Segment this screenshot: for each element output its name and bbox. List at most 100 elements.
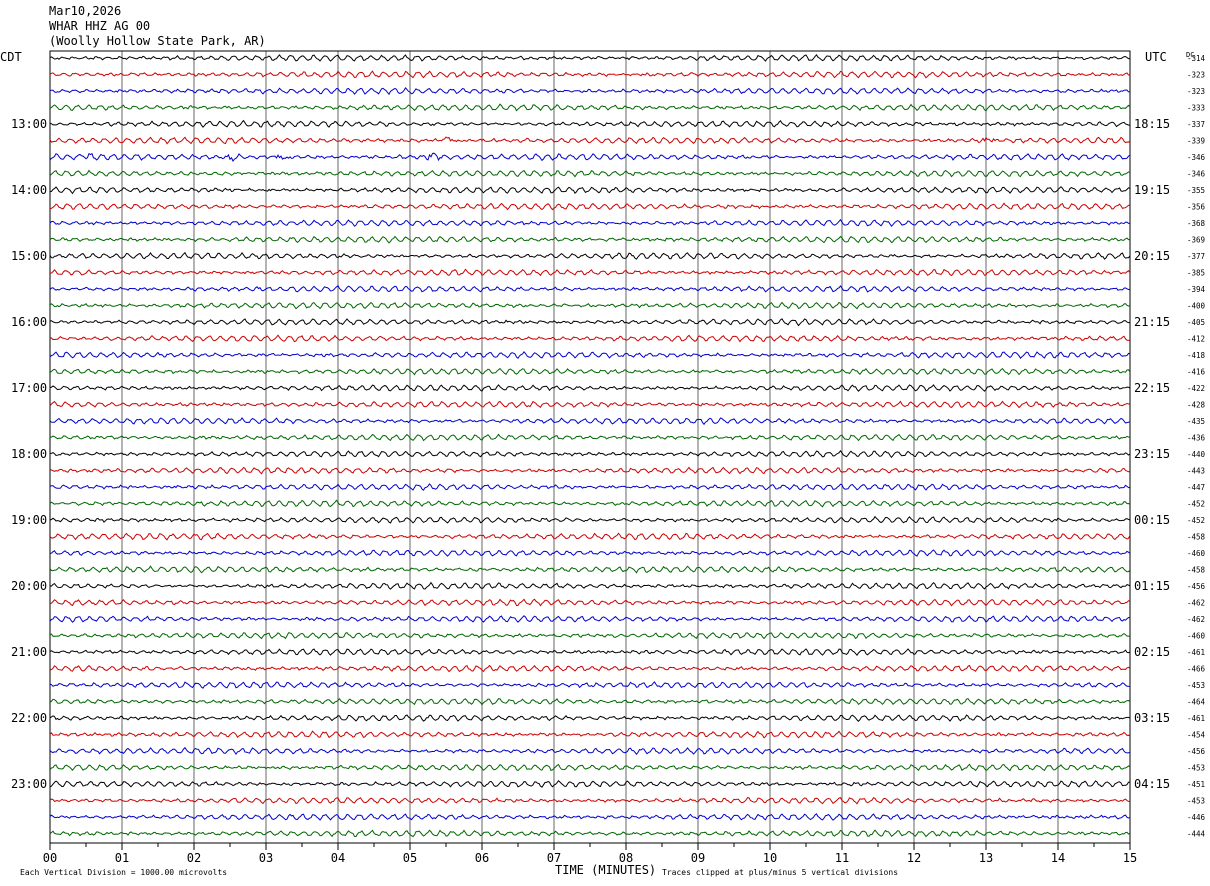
seismic-trace (49, 466, 1131, 475)
dc-offset-label: -368 (1187, 219, 1206, 228)
dc-offset-label: -444 (1187, 830, 1206, 839)
cdt-hour-label: 18:00 (11, 447, 47, 461)
x-tick-label: 06 (475, 851, 489, 865)
seismic-trace (49, 483, 1131, 491)
seismic-trace (49, 532, 1131, 541)
utc-hour-label: 00:15 (1134, 513, 1170, 527)
dc-offset-label: -452 (1187, 516, 1205, 525)
dc-offset-label: -339 (1187, 137, 1205, 146)
dc-offset-label: -412 (1187, 335, 1205, 344)
dc-offset-label: -464 (1187, 698, 1206, 707)
dc-offset-label: -453 (1187, 797, 1205, 806)
seismic-trace (49, 664, 1131, 673)
seismic-trace (49, 87, 1131, 96)
scale-note: Each Vertical Division = 1000.00 microvo… (20, 868, 227, 877)
seismic-trace (49, 648, 1131, 657)
dc-offset-label: -453 (1187, 681, 1205, 690)
x-tick-label: 15 (1123, 851, 1137, 865)
seismic-trace (49, 763, 1131, 772)
seismic-trace (49, 318, 1130, 327)
seismic-trace (49, 499, 1131, 508)
x-tick-label: 04 (331, 851, 345, 865)
x-tick-label: 13 (979, 851, 993, 865)
seismic-trace (49, 615, 1131, 623)
dc-offset-label: -435 (1187, 417, 1205, 426)
dc-offset-label: -443 (1187, 467, 1205, 476)
dc-offset-label: -462 (1187, 615, 1205, 624)
dc-offset-label: -422 (1187, 384, 1205, 393)
dc-offset-label: -460 (1187, 549, 1206, 558)
seismic-trace (49, 598, 1131, 607)
x-tick-label: 05 (403, 851, 417, 865)
dc-offset-label: -377 (1187, 252, 1205, 261)
dc-offset-label: -446 (1187, 813, 1206, 822)
utc-hour-label: 22:15 (1134, 381, 1170, 395)
cdt-hour-label: 19:00 (11, 513, 47, 527)
dc-offset-label: -323 (1187, 87, 1205, 96)
dc-offset-label: -440 (1187, 450, 1206, 459)
seismic-trace (49, 565, 1131, 574)
x-tick-label: 10 (763, 851, 777, 865)
seismic-trace (49, 301, 1131, 310)
seismic-trace (49, 714, 1131, 723)
x-axis-title: TIME (MINUTES) (555, 863, 656, 877)
x-tick-label: 03 (259, 851, 273, 865)
utc-hour-label: 18:15 (1134, 117, 1170, 131)
seismic-trace (49, 746, 1131, 755)
dc-offset-label: -452 (1187, 500, 1205, 509)
seismic-trace (49, 268, 1131, 277)
x-tick-label: 08 (619, 851, 633, 865)
utc-hour-label: 02:15 (1134, 645, 1170, 659)
station-location: (Woolly Hollow State Park, AR) (49, 34, 266, 48)
seismic-trace (49, 169, 1131, 178)
seismic-trace (49, 549, 1131, 557)
dc-offset-label: -453 (1187, 764, 1205, 773)
clip-note: Traces clipped at plus/minus 5 vertical … (662, 868, 898, 877)
seismic-trace (49, 515, 1131, 524)
seismic-trace (49, 70, 1130, 79)
dc-offset-label: -447 (1187, 483, 1205, 492)
cdt-hour-label: 23:00 (11, 777, 47, 791)
seismic-trace (49, 186, 1131, 195)
x-tick-label: 02 (187, 851, 201, 865)
utc-hour-label: 20:15 (1134, 249, 1170, 263)
dc-offset-label: -461 (1187, 648, 1205, 657)
seismic-trace (49, 779, 1131, 788)
dc-offset-label: -385 (1187, 269, 1205, 278)
dc-offset-label: -346 (1187, 153, 1206, 162)
seismic-trace (49, 698, 1131, 706)
x-tick-label: 12 (907, 851, 921, 865)
dc-offset-label: -416 (1187, 368, 1206, 377)
dc-offset-label: -466 (1187, 665, 1206, 674)
cdt-hour-label: 13:00 (11, 117, 47, 131)
plot-date: Mar10,2026 (49, 4, 122, 18)
dc-offset-label: -454 (1187, 731, 1206, 740)
seismic-trace (49, 796, 1130, 805)
seismic-trace (49, 449, 1131, 459)
dc-offset-label: -355 (1187, 186, 1205, 195)
seismic-trace (49, 433, 1131, 442)
seismic-trace (49, 103, 1131, 112)
dc-offset-label: -456 (1187, 747, 1206, 756)
utc-hour-label: 19:15 (1134, 183, 1170, 197)
dc-offset-label: -323 (1187, 71, 1205, 80)
dc-offset-label: -451 (1187, 780, 1205, 789)
station-code: WHAR HHZ AG 00 (49, 19, 151, 33)
x-tick-label: 00 (43, 851, 57, 865)
cdt-hour-label: 21:00 (11, 645, 47, 659)
dc-offset-label: -436 (1187, 434, 1206, 443)
dc-offset-label: -400 (1187, 302, 1206, 311)
dc-offset-label: -458 (1187, 533, 1206, 542)
x-tick-label: 07 (547, 851, 561, 865)
seismic-trace (49, 400, 1131, 409)
dc-offset-label: -418 (1187, 351, 1206, 360)
seismic-trace (49, 152, 1131, 162)
cdt-hour-label: 17:00 (11, 381, 47, 395)
dc-offset-label: -461 (1187, 714, 1205, 723)
cdt-hour-label: 14:00 (11, 183, 47, 197)
cdt-hour-label: 20:00 (11, 579, 47, 593)
utc-hour-label: 01:15 (1134, 579, 1170, 593)
seismic-trace (49, 681, 1131, 689)
seismic-trace (49, 829, 1131, 838)
